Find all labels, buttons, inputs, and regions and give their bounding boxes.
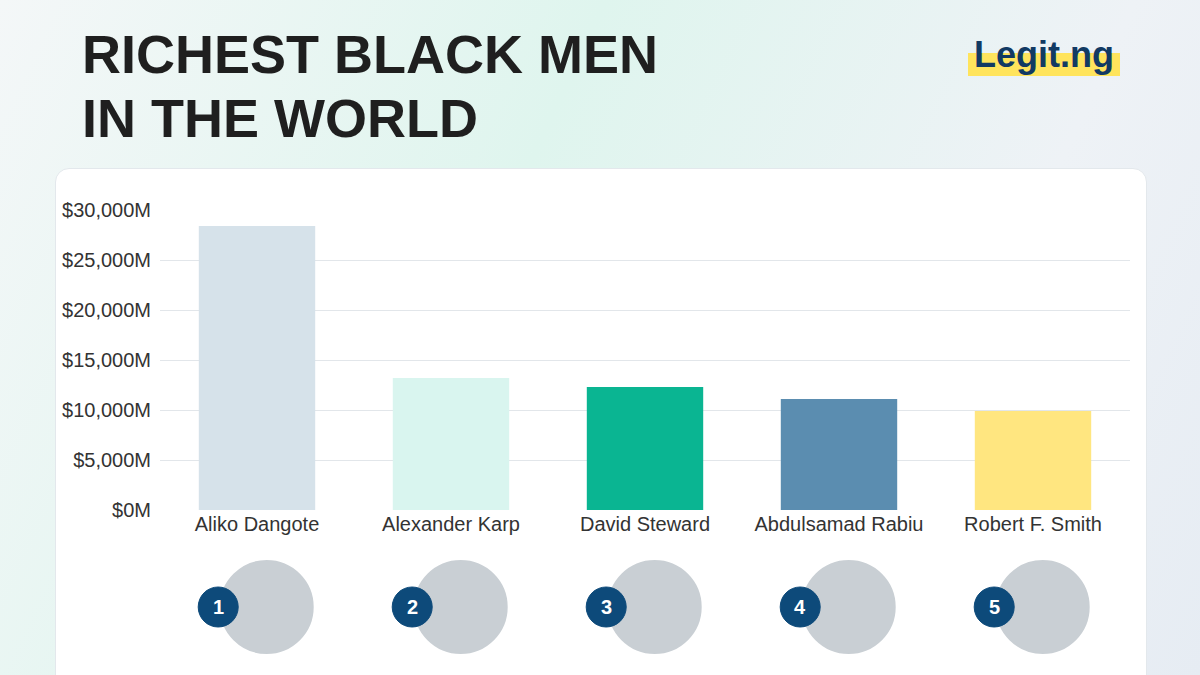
svg-text:4: 4 — [794, 596, 806, 618]
svg-text:$25,000M: $25,000M — [62, 249, 151, 271]
svg-text:Aliko Dangote: Aliko Dangote — [195, 513, 320, 535]
html-text:RICHEST BLACK MEN IN THE WORLD: RICHEST BLACK MEN IN THE WORLD — [82, 24, 658, 148]
svg-text:1: 1 — [213, 596, 224, 618]
svg-text:5: 5 — [989, 596, 1000, 618]
svg-text:$20,000M: $20,000M — [62, 299, 151, 321]
svg-text:David Steward: David Steward — [580, 513, 710, 535]
svg-text:$0M: $0M — [112, 499, 151, 521]
svg-text:Robert F. Smith: Robert F. Smith — [964, 513, 1102, 535]
svg-text:2: 2 — [407, 596, 418, 618]
svg-text:$15,000M: $15,000M — [62, 349, 151, 371]
svg-text:Abdulsamad Rabiu: Abdulsamad Rabiu — [755, 513, 924, 535]
svg-text:Alexander Karp: Alexander Karp — [382, 513, 520, 535]
svg-text:$10,000M: $10,000M — [62, 399, 151, 421]
svg-text:$30,000M: $30,000M — [62, 199, 151, 221]
svg-text:$5,000M: $5,000M — [73, 449, 151, 471]
svg-text:3: 3 — [601, 596, 612, 618]
html-text:Legit.ng: Legit.ng — [974, 34, 1114, 75]
